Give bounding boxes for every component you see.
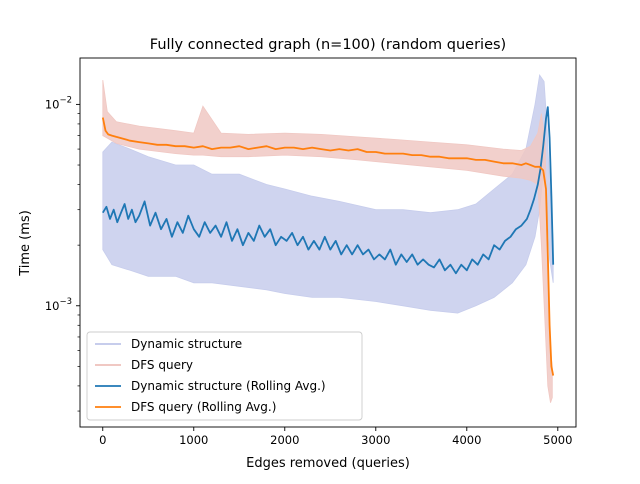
x-tick-label-0: 0 (99, 433, 106, 447)
y-tick-label-0: 10−3 (45, 297, 72, 313)
x-tick-label-4: 4000 (452, 433, 481, 447)
x-axis-label: Edges removed (queries) (246, 456, 410, 471)
legend-label-0: Dynamic structure (131, 337, 242, 351)
series-band-0 (102, 73, 554, 314)
series-line-3 (101, 117, 555, 376)
plot-area (101, 73, 555, 403)
x-tick-label-5: 5000 (543, 433, 572, 447)
plot-frame (79, 57, 577, 428)
y-tick-label-1: 10−2 (45, 95, 72, 111)
x-tick-label-2: 2000 (270, 433, 299, 447)
legend: Dynamic structure DFS query Dynamic struct… (86, 331, 363, 421)
series-band-1 (102, 80, 553, 403)
x-axis: 0 1000 2000 3000 4000 5000 (99, 427, 572, 447)
chart-title: Fully connected graph (n=100) (random qu… (150, 37, 506, 53)
legend-box (86, 331, 363, 421)
y-axis: 10−3 10−2 (45, 95, 80, 412)
legend-label-1: DFS query (131, 358, 193, 372)
x-tick-label-3: 3000 (361, 433, 390, 447)
series-line-2 (102, 106, 555, 275)
legend-label-3: DFS query (Rolling Avg.) (131, 400, 276, 414)
y-axis-label: Time (ms) (18, 210, 33, 277)
legend-label-2: Dynamic structure (Rolling Avg.) (131, 379, 326, 393)
x-tick-label-1: 1000 (179, 433, 208, 447)
